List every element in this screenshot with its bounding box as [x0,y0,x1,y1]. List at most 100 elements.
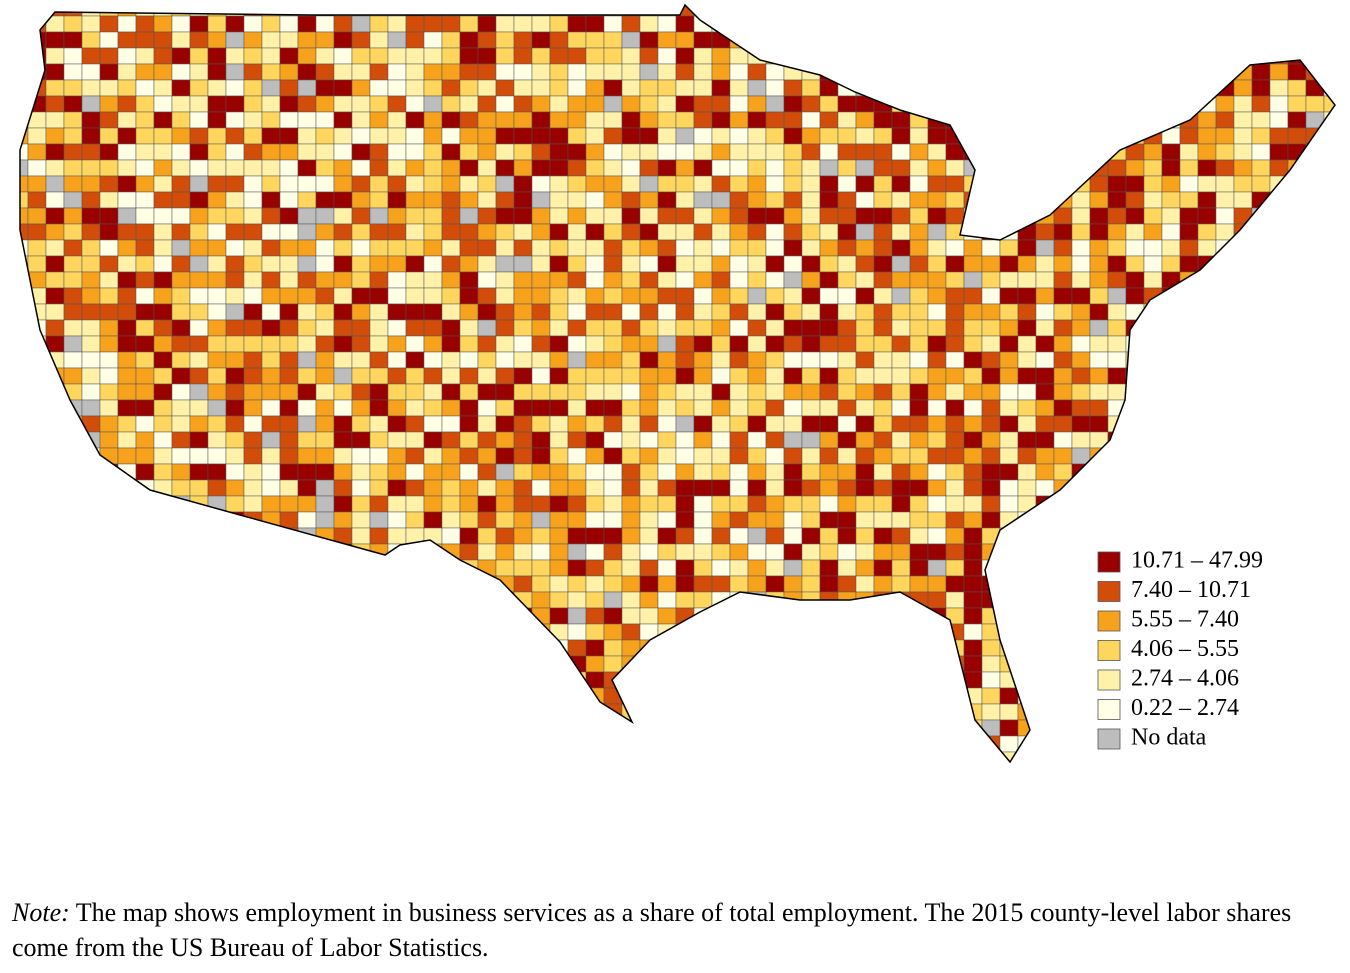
county [441,319,461,337]
county [1179,223,1199,241]
county [639,719,659,737]
county [999,15,1019,33]
county [1035,95,1055,113]
county [729,303,749,321]
county [1179,143,1199,161]
county [27,15,47,33]
county [1017,703,1037,721]
county [621,495,641,513]
county [639,575,659,593]
county [135,527,155,545]
county [1143,431,1163,449]
county [1287,735,1307,753]
county [1215,719,1235,737]
county [27,623,47,641]
county [729,623,749,641]
county [315,591,335,609]
county [1323,319,1335,337]
county [891,463,911,481]
county [567,127,587,145]
county [1305,367,1325,385]
county [910,768,928,784]
legend-label: 7.40 – 10.71 [1131,577,1251,603]
county [963,367,983,385]
county [81,559,101,577]
county [513,319,533,337]
county [171,351,191,369]
county [45,223,65,241]
county [117,607,137,625]
county [405,559,425,577]
county [441,95,461,113]
county [603,191,623,209]
county [1035,559,1055,577]
county [495,511,515,529]
county [801,751,821,762]
county [675,351,695,369]
county [1107,367,1127,385]
county [1017,591,1037,609]
county [963,591,983,609]
county [945,351,965,369]
county [369,127,389,145]
county [387,15,407,33]
county [567,591,587,609]
county [243,111,263,129]
county [855,255,875,273]
county [855,319,875,337]
county [819,15,839,33]
county [243,127,263,145]
county [801,575,821,593]
county [369,511,389,529]
county [513,79,533,97]
county [837,687,857,705]
county [351,383,371,401]
county [315,383,335,401]
county [981,719,1001,737]
county [621,15,641,33]
county [442,768,460,784]
county [1252,768,1270,784]
county [657,639,677,657]
county [693,703,713,721]
county [801,319,821,337]
county [1017,559,1037,577]
county [99,111,119,129]
county [261,175,281,193]
county [747,383,767,401]
county [1035,15,1055,33]
county [657,671,677,689]
county [459,47,479,65]
county [369,639,389,657]
county [189,175,209,193]
county [747,559,767,577]
county [783,623,803,641]
county [585,303,605,321]
county [531,671,551,689]
county [243,255,263,273]
county [873,367,893,385]
county [783,319,803,337]
county [927,479,947,497]
county [387,207,407,225]
county [459,655,479,673]
county [657,239,677,257]
county [1251,671,1271,689]
county [243,271,263,289]
county [1071,447,1091,465]
county [1287,351,1307,369]
county [1071,31,1091,49]
county [27,463,47,481]
county [189,511,209,529]
county [1287,543,1307,561]
county [729,751,749,762]
county [279,175,299,193]
county [603,639,623,657]
county [585,527,605,545]
county [20,415,29,433]
county [27,415,47,433]
county [567,575,587,593]
county [1251,255,1271,273]
county [1179,383,1199,401]
county [189,415,209,433]
